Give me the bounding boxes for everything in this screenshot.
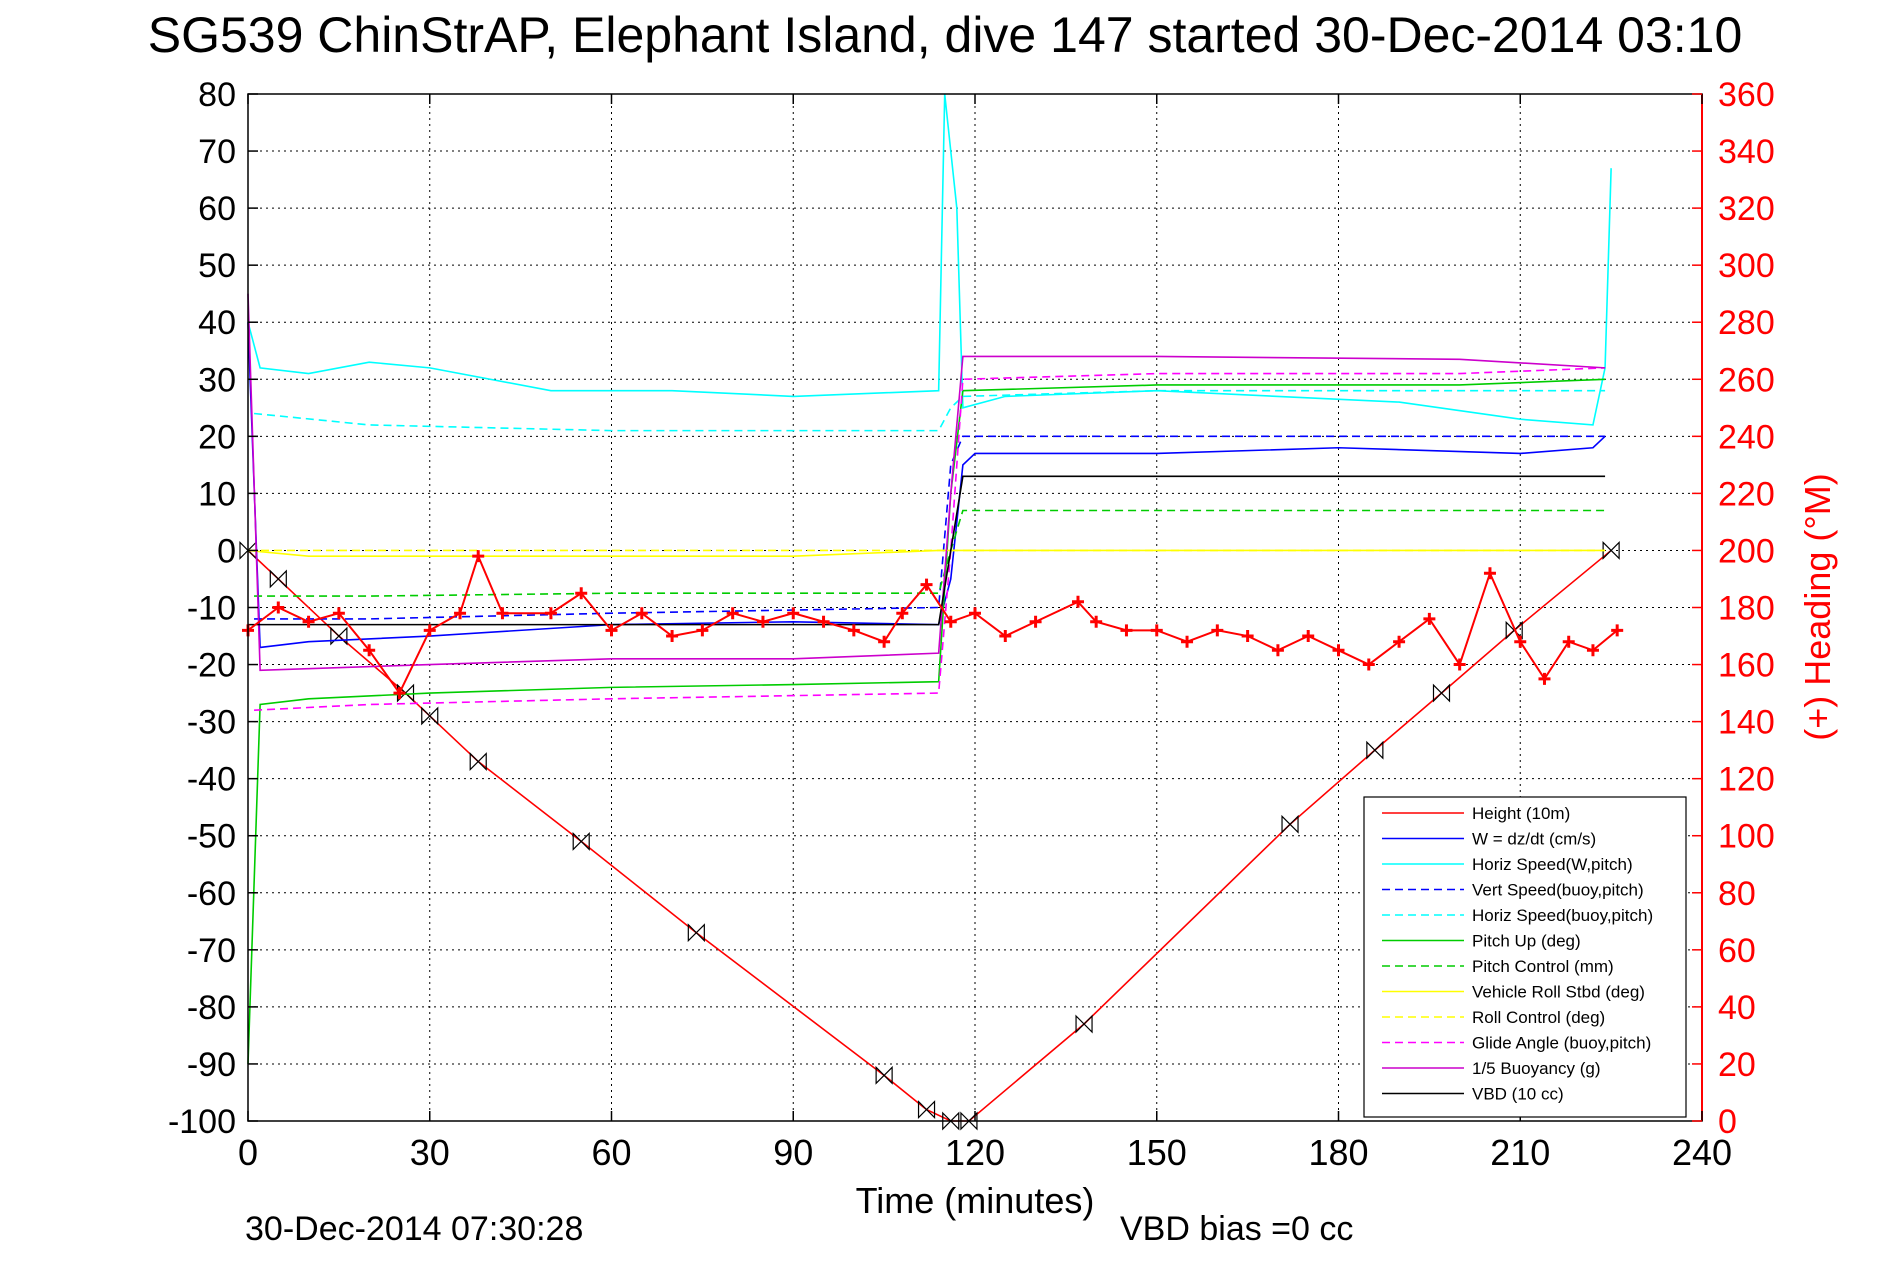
legend-box bbox=[1363, 796, 1687, 1118]
y-tick-label: -90 bbox=[187, 1046, 236, 1084]
height-point-marker bbox=[960, 1111, 978, 1131]
y-right-tick-label: 180 bbox=[1718, 590, 1775, 628]
y-right-tick-label: 20 bbox=[1718, 1046, 1756, 1084]
y-tick-label: 0 bbox=[217, 532, 236, 570]
y-right-tick-label: 220 bbox=[1718, 475, 1775, 513]
x-tick-label: 60 bbox=[591, 1132, 631, 1173]
series-line bbox=[247, 293, 1606, 672]
legend-label: Vert Speed(buoy,pitch) bbox=[1472, 881, 1644, 900]
height-point-marker bbox=[687, 923, 705, 943]
legend-label: W = dz/dt (cm/s) bbox=[1472, 830, 1596, 849]
y-right-tick-label: 60 bbox=[1718, 932, 1756, 970]
height-point-marker bbox=[875, 1065, 893, 1085]
series-line bbox=[247, 322, 1606, 649]
height-point-marker bbox=[1366, 740, 1384, 760]
y-right-tick-label: 280 bbox=[1718, 304, 1775, 342]
series-line bbox=[248, 475, 1606, 626]
x-tick-label: 240 bbox=[1672, 1132, 1732, 1173]
y-tick-label: 30 bbox=[198, 361, 236, 399]
height-point-marker bbox=[1432, 683, 1451, 703]
series-layer bbox=[239, 93, 1624, 1131]
legend-label: Vehicle Roll Stbd (deg) bbox=[1472, 983, 1645, 1002]
y-tick-label: -30 bbox=[187, 704, 236, 742]
timestamp: 30-Dec-2014 07:30:28 bbox=[245, 1210, 583, 1248]
height-point-marker bbox=[942, 1111, 960, 1131]
y-tick-label: 80 bbox=[198, 76, 236, 114]
legend-label: Height (10m) bbox=[1472, 804, 1570, 823]
height-point-marker bbox=[469, 752, 487, 771]
x-tick-label: 180 bbox=[1308, 1132, 1368, 1173]
y-tick-label: 20 bbox=[198, 418, 236, 456]
y-right-tick-label: 260 bbox=[1718, 361, 1775, 399]
ticks: 0 30 60 90 120 150 180 210 24080706050403020100-… bbox=[168, 76, 1775, 1173]
y-right-tick-label: 240 bbox=[1718, 418, 1775, 456]
series-line bbox=[254, 367, 1606, 711]
y-tick-label: 50 bbox=[198, 247, 236, 285]
y-tick-label: 10 bbox=[198, 475, 236, 513]
y-right-tick-label: 100 bbox=[1718, 818, 1775, 856]
legend-label: Horiz Speed(buoy,pitch) bbox=[1472, 906, 1653, 925]
x-tick-label: 90 bbox=[773, 1132, 813, 1173]
series-line bbox=[247, 549, 1612, 1122]
height-point-marker bbox=[330, 626, 348, 646]
x-tick-label: 210 bbox=[1490, 1132, 1550, 1173]
y-right-tick-label: 140 bbox=[1718, 704, 1775, 742]
y-tick-label: 60 bbox=[198, 190, 236, 228]
legend-label: Horiz Speed(W,pitch) bbox=[1472, 855, 1633, 874]
y-tick-label: -40 bbox=[187, 761, 236, 799]
legend-label: Pitch Control (mm) bbox=[1472, 957, 1614, 976]
height-point-marker bbox=[572, 831, 590, 851]
y-tick-label: -50 bbox=[187, 818, 236, 856]
height-point-marker bbox=[1281, 814, 1299, 834]
y-right-tick-label: 300 bbox=[1718, 247, 1775, 285]
y-right-tick-label: 0 bbox=[1718, 1103, 1737, 1141]
series-line bbox=[253, 389, 1606, 432]
x-tick-label: 0 bbox=[238, 1132, 258, 1173]
y-right-tick-label: 160 bbox=[1718, 647, 1775, 685]
y-right-tick-label: 80 bbox=[1718, 875, 1756, 913]
legend-label: Roll Control (deg) bbox=[1472, 1008, 1605, 1027]
legend-label: Glide Angle (buoy,pitch) bbox=[1472, 1034, 1651, 1053]
x-tick-label: 150 bbox=[1127, 1132, 1187, 1173]
series-line-heading bbox=[247, 553, 1618, 696]
height-point-marker bbox=[1602, 540, 1620, 560]
height-point-marker bbox=[396, 683, 415, 703]
chart-title: SG539 ChinStrAP, Elephant Island, dive 1… bbox=[148, 7, 1743, 63]
y-right-tick-label: 340 bbox=[1718, 133, 1775, 171]
right-axis-label: (+) Heading (°M) bbox=[1797, 473, 1838, 740]
height-point-marker bbox=[269, 569, 287, 589]
y-tick-label: -20 bbox=[187, 647, 236, 685]
x-tick-label: 30 bbox=[410, 1132, 450, 1173]
y-right-tick-label: 120 bbox=[1718, 761, 1775, 799]
y-tick-label: 40 bbox=[198, 304, 236, 342]
series-line bbox=[247, 549, 1606, 557]
series-line bbox=[254, 435, 1606, 620]
y-right-tick-label: 320 bbox=[1718, 190, 1775, 228]
y-right-tick-label: 200 bbox=[1718, 532, 1775, 570]
height-point-marker bbox=[1075, 1014, 1093, 1034]
height-point-marker bbox=[421, 706, 439, 726]
legend-label: 1/5 Buoyancy (g) bbox=[1472, 1059, 1601, 1078]
y-tick-label: -100 bbox=[168, 1103, 236, 1141]
y-tick-label: -10 bbox=[187, 590, 236, 628]
y-tick-label: 70 bbox=[198, 133, 236, 171]
y-right-tick-label: 40 bbox=[1718, 989, 1756, 1027]
vbd-bias: VBD bias =0 cc bbox=[1120, 1210, 1353, 1248]
legend: Height (10m) W = dz/dt (cm/s) Horiz Speed(… bbox=[1363, 796, 1687, 1118]
x-tick-label: 120 bbox=[945, 1132, 1005, 1173]
y-tick-label: -80 bbox=[187, 989, 236, 1027]
series-line bbox=[247, 378, 1606, 1064]
legend-label: VBD (10 cc) bbox=[1472, 1085, 1564, 1104]
legend-label: Pitch Up (deg) bbox=[1472, 932, 1581, 951]
y-tick-label: -70 bbox=[187, 932, 236, 970]
y-tick-label: -60 bbox=[187, 875, 236, 913]
series-line bbox=[247, 93, 1612, 426]
x-axis-label: Time (minutes) bbox=[856, 1180, 1095, 1221]
y-right-tick-label: 360 bbox=[1718, 76, 1775, 114]
height-point-marker bbox=[917, 1100, 936, 1120]
